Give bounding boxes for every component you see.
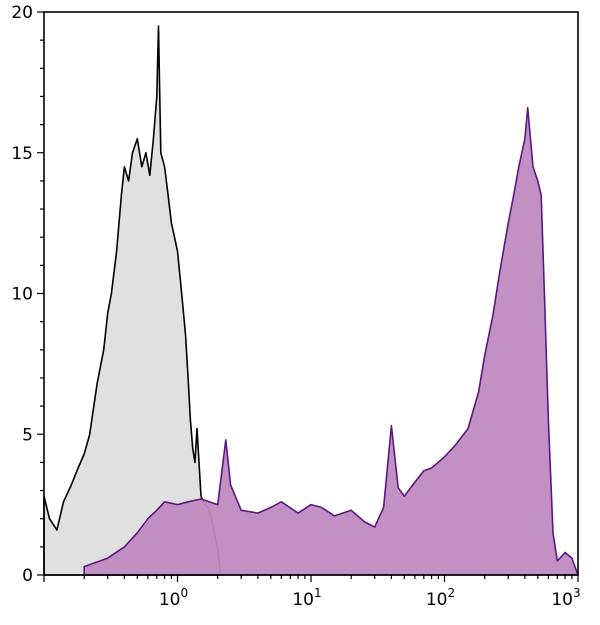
x-axis: 100 101 102 103 [43,575,581,610]
y-tick-label: 20 [11,3,33,23]
x-tick-base: 10 [292,590,314,610]
x-tick-base: 10 [551,590,573,610]
y-tick-label: 5 [22,425,33,445]
series-layer [43,25,579,576]
x-tick-exponent: 2 [448,586,456,600]
y-tick-label: 10 [11,285,33,305]
series-stained-area [83,106,579,576]
x-tick-label: 101 [292,586,321,610]
x-tick-exponent: 3 [573,586,581,600]
x-tick-base: 10 [159,590,181,610]
x-tick-exponent: 1 [314,586,322,600]
y-tick-label: 0 [22,566,33,586]
x-tick-exponent: 0 [181,586,189,600]
y-tick-label: 15 [11,144,33,164]
x-tick-base: 10 [426,590,448,610]
series-control-area [43,25,222,576]
x-tick-label: 103 [551,586,580,610]
y-axis: 0 5 10 15 20 [11,3,44,586]
x-tick-label: 102 [426,586,455,610]
x-tick-label: 100 [159,586,188,610]
